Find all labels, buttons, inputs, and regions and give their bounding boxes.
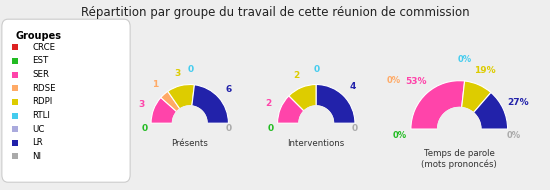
Text: 4: 4 (349, 82, 356, 91)
Text: 0%: 0% (458, 55, 472, 64)
Text: 0: 0 (141, 124, 147, 133)
Text: 2: 2 (266, 99, 272, 108)
Text: RDSE: RDSE (32, 84, 56, 93)
Text: 1: 1 (152, 80, 159, 89)
Text: 27%: 27% (507, 98, 529, 107)
Text: 0: 0 (268, 124, 274, 133)
Text: NI: NI (32, 152, 41, 161)
Text: 0: 0 (226, 124, 232, 133)
Wedge shape (411, 81, 465, 129)
Text: RTLI: RTLI (32, 111, 50, 120)
FancyBboxPatch shape (2, 19, 130, 182)
Text: 0: 0 (352, 124, 358, 133)
Text: SER: SER (32, 70, 49, 79)
Text: Temps de parole
(mots prononcés): Temps de parole (mots prononcés) (421, 149, 497, 169)
Text: Groupes: Groupes (15, 31, 61, 41)
Text: 0: 0 (314, 65, 320, 74)
Wedge shape (151, 97, 177, 123)
Polygon shape (299, 106, 333, 123)
Text: 19%: 19% (474, 66, 496, 75)
Wedge shape (161, 91, 180, 112)
Text: 6: 6 (225, 85, 232, 94)
Polygon shape (438, 107, 481, 129)
Wedge shape (168, 85, 194, 109)
Text: LR: LR (32, 138, 43, 147)
Text: UC: UC (32, 125, 45, 134)
Text: 2: 2 (294, 71, 300, 80)
Text: Répartition par groupe du travail de cette réunion de commission: Répartition par groupe du travail de cet… (81, 6, 469, 19)
Text: 0%: 0% (506, 131, 520, 140)
Polygon shape (173, 106, 207, 123)
Wedge shape (278, 96, 304, 123)
Text: 3: 3 (174, 69, 180, 78)
Text: Présents: Présents (171, 139, 208, 148)
Wedge shape (316, 85, 355, 123)
Wedge shape (474, 93, 508, 129)
Text: EST: EST (32, 56, 48, 66)
Text: 0: 0 (188, 65, 194, 74)
Text: 0%: 0% (393, 131, 406, 140)
Text: 0%: 0% (387, 76, 401, 85)
Text: RDPI: RDPI (32, 97, 52, 106)
Wedge shape (289, 85, 316, 111)
Wedge shape (192, 85, 228, 123)
Text: 3: 3 (139, 101, 145, 109)
Text: Interventions: Interventions (288, 139, 345, 148)
Wedge shape (461, 81, 491, 113)
Text: 53%: 53% (406, 77, 427, 86)
Text: CRCE: CRCE (32, 43, 55, 52)
